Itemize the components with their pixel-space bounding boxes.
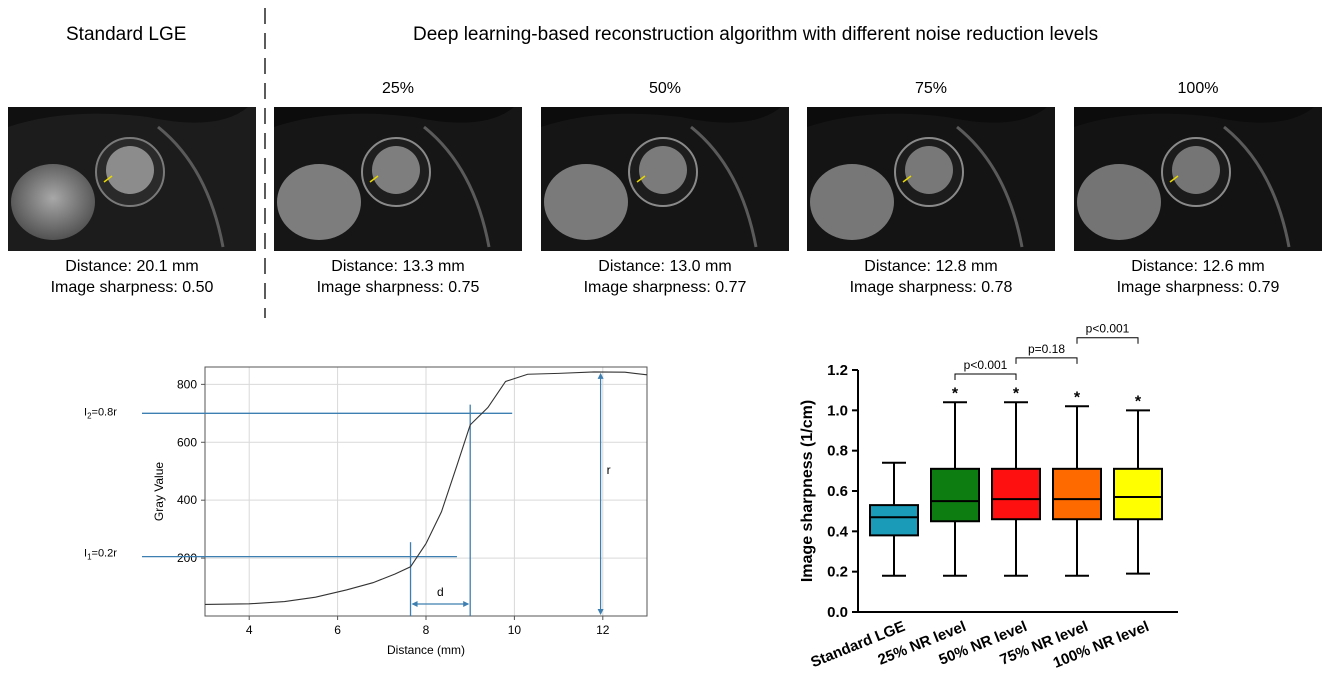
- sharpness-text: Image sharpness: 0.78: [849, 279, 1013, 296]
- y-tick-label: 0.4: [827, 523, 849, 540]
- panel-caption: Distance: 20.1 mm Image sharpness: 0.50: [8, 256, 256, 298]
- d-label: d: [437, 585, 444, 599]
- distance-text: Distance: 12.8 mm: [864, 258, 998, 275]
- y-tick-label: 0.8: [827, 443, 848, 460]
- d-arrowhead: [411, 601, 418, 607]
- box: [930, 467, 980, 523]
- significance-star: *: [1013, 385, 1020, 402]
- dlr-heading: Deep learning-based reconstruction algor…: [413, 24, 1099, 45]
- box: [869, 504, 919, 537]
- image-sharpness-boxplot: 0.0 0.2 0.4 0.6 0.8 1.0 1.2 Image sharpness (1/…: [799, 322, 1178, 672]
- panel-separator: [264, 8, 266, 318]
- mri-image-100: [1074, 107, 1322, 251]
- x-axis-label: Distance (mm): [387, 643, 465, 657]
- y-tick-label: 800: [177, 377, 197, 391]
- panel-caption: Distance: 13.0 mm Image sharpness: 0.77: [541, 256, 789, 298]
- sharpness-text: Image sharpness: 0.50: [50, 279, 214, 296]
- y-axis-label: Gray Value: [152, 462, 166, 521]
- distance-text: Distance: 12.6 mm: [1131, 258, 1265, 275]
- comparison-bracket: [1076, 337, 1139, 344]
- mri-image-standard: [8, 107, 256, 251]
- nr-level-label: 50%: [648, 80, 682, 97]
- mri-image-75: [807, 107, 1055, 251]
- panel-caption: Distance: 13.3 mm Image sharpness: 0.75: [274, 256, 522, 298]
- box: [991, 467, 1041, 521]
- y-tick-label: 0.2: [827, 564, 848, 581]
- sharpness-text: Image sharpness: 0.77: [583, 279, 747, 296]
- comparison-bracket: [954, 373, 1017, 381]
- panel-caption: Distance: 12.6 mm Image sharpness: 0.79: [1074, 256, 1322, 298]
- nr-level-label: 25%: [381, 80, 415, 97]
- profile-line: [204, 371, 648, 605]
- significance-star: *: [1074, 389, 1081, 406]
- y-tick-label: 0.0: [827, 604, 848, 621]
- gray-value-profile-chart: 4 6 8 10 12 200 400 600 800 Distance (mm) Gray Val…: [84, 366, 648, 657]
- i2-label: I2=0.8r: [84, 406, 117, 420]
- standard-lge-heading: Standard LGE: [66, 24, 187, 45]
- mri-image-50: [541, 107, 789, 251]
- x-tick-label: 8: [423, 623, 430, 637]
- x-tick-label: 4: [246, 623, 253, 637]
- x-tick-label: 10: [508, 623, 522, 637]
- p-value-label: p<0.001: [1086, 322, 1130, 336]
- box: [1113, 467, 1163, 521]
- mri-image-25: [274, 107, 522, 251]
- sharpness-text: Image sharpness: 0.75: [316, 279, 480, 296]
- y-tick-label: 1.2: [827, 362, 848, 379]
- distance-text: Distance: 13.0 mm: [598, 258, 732, 275]
- x-tick-label: 6: [334, 623, 341, 637]
- distance-text: Distance: 20.1 mm: [65, 258, 199, 275]
- p-value-label: p<0.001: [964, 358, 1008, 372]
- y-tick-label: 1.0: [827, 402, 848, 419]
- box: [1052, 467, 1102, 521]
- r-arrowhead: [597, 609, 604, 615]
- y-tick-label: 0.6: [827, 483, 848, 500]
- y-tick-label: 400: [177, 493, 197, 507]
- y-axis-label: Image sharpness (1/cm): [799, 400, 816, 582]
- x-tick-label: 12: [596, 623, 610, 637]
- y-tick-label: 600: [177, 435, 197, 449]
- p-value-label: p=0.18: [1028, 342, 1065, 356]
- i1-label: I1=0.2r: [84, 548, 117, 562]
- r-arrowhead: [597, 372, 604, 379]
- comparison-bracket: [1015, 357, 1078, 364]
- significance-star: *: [1135, 393, 1142, 410]
- distance-text: Distance: 13.3 mm: [331, 258, 465, 275]
- panel-caption: Distance: 12.8 mm Image sharpness: 0.78: [807, 256, 1055, 298]
- significance-star: *: [952, 385, 959, 402]
- nr-level-label: 75%: [914, 80, 948, 97]
- nr-level-label: 100%: [1177, 80, 1219, 97]
- d-arrowhead: [463, 601, 470, 607]
- y-tick-label: 200: [177, 551, 197, 565]
- r-label: r: [607, 463, 611, 477]
- sharpness-text: Image sharpness: 0.79: [1116, 279, 1280, 296]
